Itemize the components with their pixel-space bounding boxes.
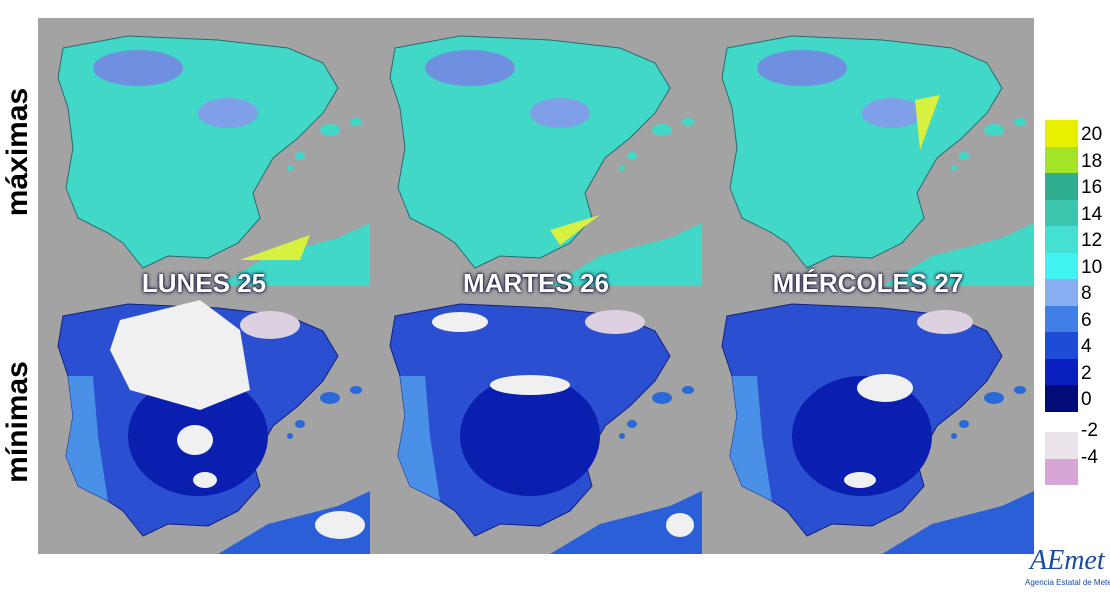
- legend-swatch: [1045, 432, 1078, 459]
- maps: [0, 0, 1040, 560]
- day-label: MARTES 26: [463, 268, 609, 298]
- legend-swatch: [1045, 146, 1078, 173]
- logo-caption: Agencia Estatal de Meteorologí: [1025, 578, 1110, 587]
- legend-swatch: [1045, 252, 1078, 279]
- legend-swatch: [1045, 279, 1078, 306]
- legend-label: -4: [1081, 446, 1098, 468]
- legend-swatch: [1045, 385, 1078, 412]
- legend-label: -2: [1081, 420, 1098, 441]
- legend-swatch: [1045, 458, 1078, 485]
- legend-label: 18: [1081, 150, 1103, 172]
- row-label: mínimas: [1, 361, 34, 483]
- legend-label: 0: [1081, 389, 1092, 410]
- legend-swatch: [1045, 120, 1078, 147]
- legend-swatch: [1045, 173, 1078, 200]
- legend-swatch: [1045, 305, 1078, 332]
- legend-label: 4: [1081, 336, 1092, 357]
- legend-swatch: [1045, 199, 1078, 226]
- logo: AEmet: [1030, 545, 1105, 576]
- legend-label: 2: [1081, 362, 1092, 384]
- legend-swatch: [1045, 226, 1078, 253]
- legend-label: 12: [1081, 230, 1103, 251]
- legend-label: 16: [1081, 177, 1103, 198]
- legend-swatch: [1045, 358, 1078, 385]
- legend-label: 20: [1081, 124, 1103, 145]
- legend-label: 8: [1081, 283, 1092, 304]
- day-label: LUNES 25: [141, 268, 267, 298]
- legend-label: 10: [1081, 256, 1103, 278]
- day-label: MIÉRCOLES 27: [772, 268, 964, 298]
- legend-label: 14: [1081, 203, 1103, 225]
- row-label: máximas: [1, 87, 34, 217]
- legend-swatch: [1045, 332, 1078, 359]
- legend-label: 6: [1081, 309, 1092, 331]
